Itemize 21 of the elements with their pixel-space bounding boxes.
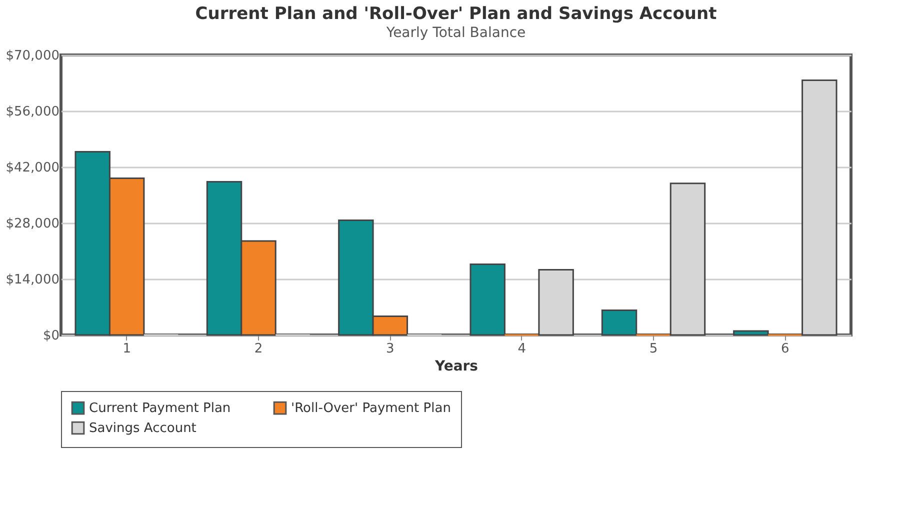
x-tick-label: 2 [254, 342, 263, 356]
y-tick-label: $56,000 [6, 104, 60, 120]
y-tick-label: $42,000 [6, 160, 60, 176]
bar [470, 263, 506, 336]
bar [601, 309, 638, 336]
legend-label: Current Payment Plan [89, 401, 231, 416]
x-tick-label: 4 [518, 342, 526, 356]
chart-subtitle: Yearly Total Balance [385, 25, 526, 41]
chart-title: Current Plan and 'Roll-Over' Plan and Savings Account [195, 4, 717, 24]
x-tick-label: 1 [122, 342, 131, 356]
legend-label: Savings Account [89, 421, 196, 436]
legend-label: 'Roll-Over' Payment Plan [291, 401, 451, 416]
x-tick-label: 5 [649, 342, 658, 356]
x-axis-title: Years [434, 358, 478, 374]
y-tick-label: $28,000 [6, 216, 60, 232]
y-tick-label: $0 [42, 328, 60, 344]
bar [733, 330, 769, 336]
x-tick-label: 6 [781, 342, 790, 356]
y-tick-label: $14,000 [6, 272, 60, 288]
x-tick-label: 3 [386, 342, 394, 356]
y-tick-label: $70,000 [6, 48, 60, 64]
